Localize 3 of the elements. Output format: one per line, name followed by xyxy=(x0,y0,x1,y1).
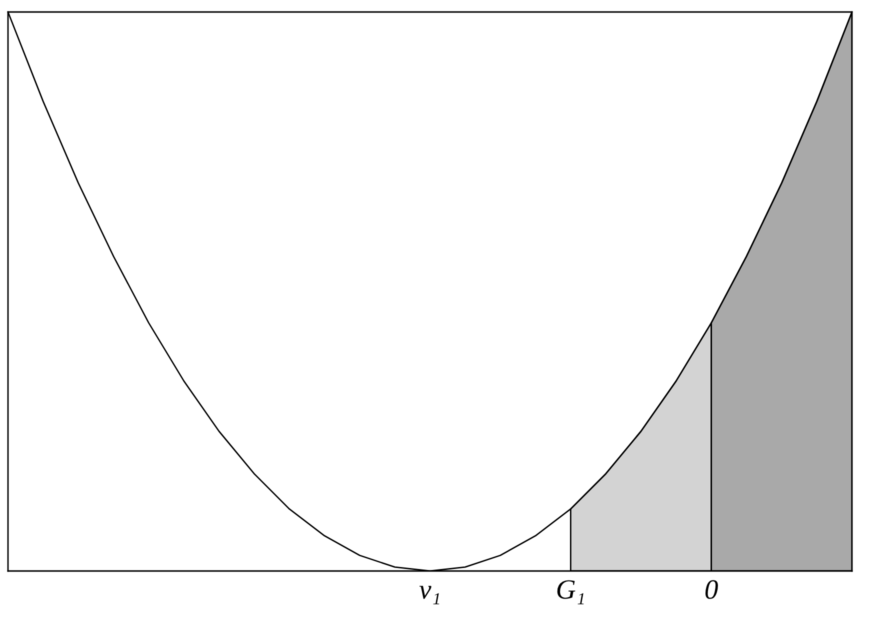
x-tick-label: v₁ xyxy=(419,586,440,604)
x-tick-label: G₁ xyxy=(557,580,584,604)
x-tick-label: 0 xyxy=(705,580,718,599)
